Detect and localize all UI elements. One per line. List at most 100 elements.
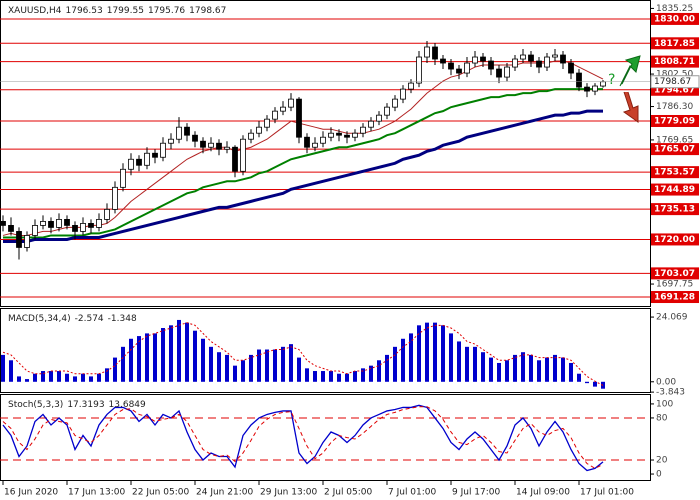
candle-body: [456, 68, 462, 74]
candle-body: [88, 223, 94, 228]
candle-body: [144, 152, 150, 166]
candle-body: [376, 114, 382, 122]
candle-body: [360, 126, 366, 134]
macd-bar: [177, 319, 181, 382]
price-label-box: [650, 75, 700, 89]
header-value: XAUUSD,H4: [8, 6, 62, 16]
level-label: 1779.09: [654, 116, 695, 126]
panel-frame: [0, 0, 651, 307]
candle-body: [520, 54, 526, 60]
moving-average: [3, 109, 603, 243]
candle-body: [224, 146, 230, 150]
candle-body: [248, 132, 254, 140]
macd-bar: [201, 338, 205, 382]
candle-body: [488, 60, 494, 70]
candle-body: [408, 82, 414, 90]
y-tick-label: 0.00: [656, 377, 676, 387]
level-label: 1765.07: [654, 145, 695, 155]
candle-body: [400, 88, 406, 100]
candle-body: [152, 152, 158, 158]
level-label-box: [651, 12, 699, 25]
x-tick-label: 17 Jun 13:00: [68, 488, 125, 498]
candle-body: [576, 72, 582, 88]
candle-body: [552, 54, 558, 58]
x-tick-label: 22 Jun 05:00: [132, 488, 189, 498]
macd-bar: [577, 373, 581, 382]
candle-body: [512, 58, 518, 68]
header-value: -2.574: [75, 314, 104, 324]
level-label: 1735.13: [654, 205, 695, 215]
candle-body: [104, 208, 110, 220]
macd-bar: [225, 354, 229, 382]
macd-bar: [113, 357, 117, 382]
macd-bar: [521, 352, 525, 382]
candle-body: [472, 56, 478, 64]
level-label: 1720.00: [654, 235, 695, 245]
candle-body: [496, 68, 502, 78]
header-value: 17.3193: [67, 400, 104, 410]
macd-bar: [369, 365, 373, 382]
candle-body: [504, 66, 510, 78]
macd-bar: [33, 373, 37, 382]
macd-bar: [193, 330, 197, 382]
macd-bar: [505, 360, 509, 382]
macd-bar: [169, 325, 173, 382]
candle-body: [136, 158, 142, 166]
macd-bar: [145, 333, 149, 382]
candle-body: [16, 231, 22, 248]
macd-bar: [217, 352, 221, 382]
candle-body: [120, 168, 126, 188]
candle-body: [8, 225, 14, 232]
arrow-down: [622, 91, 639, 123]
x-tick-label: 14 Jul 09:00: [516, 488, 570, 498]
level-label: 1703.07: [654, 269, 695, 279]
macd-bar: [489, 357, 493, 382]
macd-bar: [417, 325, 421, 382]
macd-bar: [41, 371, 45, 382]
macd-bar: [569, 362, 573, 382]
level-label: 1794.67: [654, 85, 695, 95]
macd-bar: [385, 354, 389, 382]
candle-body: [600, 81, 606, 87]
panel-frame: [0, 394, 651, 481]
macd-bar: [329, 371, 333, 382]
macd-bar: [281, 346, 285, 382]
macd-bar: [481, 352, 485, 382]
macd-bar: [497, 362, 501, 382]
macd-bar: [449, 333, 453, 382]
x-tick-label: 2 Jul 05:00: [324, 488, 373, 498]
level-label-box: [651, 37, 699, 50]
y-tick-label: 0: [656, 470, 662, 480]
macd-bar: [465, 346, 469, 382]
candle-body: [328, 132, 334, 138]
macd-bar: [313, 371, 317, 382]
macd-bar: [401, 338, 405, 382]
level-label-box: [651, 166, 699, 179]
level-label: 1830.00: [654, 14, 695, 24]
macd-bar: [9, 360, 13, 382]
candle-body: [416, 56, 422, 84]
macd-bar: [57, 371, 61, 382]
candle-body: [184, 126, 190, 136]
candle-body: [344, 134, 350, 138]
macd-bar: [377, 360, 381, 382]
macd-bar: [97, 373, 101, 382]
level-label: 1744.89: [654, 185, 695, 195]
level-label-box: [651, 233, 699, 246]
candle-body: [592, 85, 598, 92]
level-label: 1817.85: [654, 39, 695, 49]
candle-body: [480, 56, 486, 62]
macd-bar: [161, 328, 165, 382]
y-tick-label: 1697.75: [656, 280, 693, 290]
macd-bar: [81, 373, 85, 382]
y-tick-label: -3.843: [656, 388, 685, 398]
macd-bar: [257, 349, 261, 382]
candle-body: [96, 219, 102, 228]
candle-body: [568, 62, 574, 74]
candle-body: [368, 120, 374, 128]
candle-body: [80, 223, 86, 232]
macd-bar: [409, 333, 413, 382]
level-label-box: [651, 55, 699, 68]
stoch-signal: [2, 406, 604, 470]
